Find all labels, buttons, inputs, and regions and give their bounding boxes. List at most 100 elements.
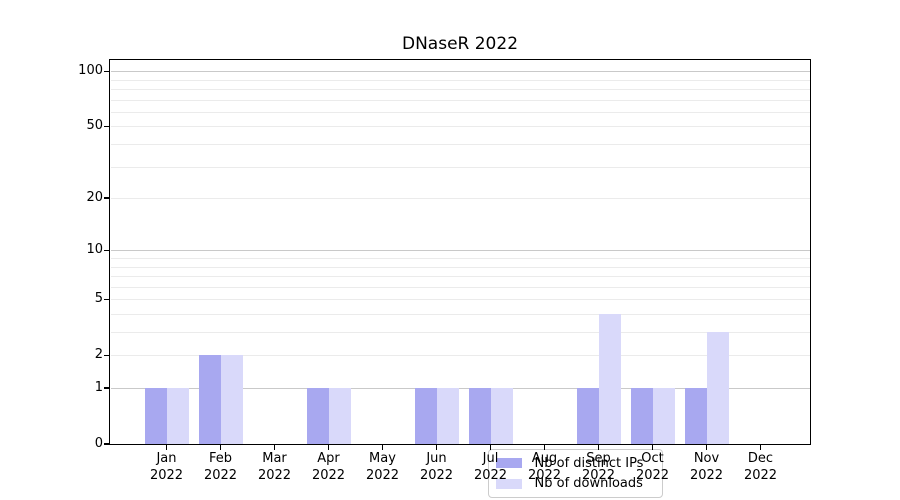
y-tick-mark bbox=[104, 70, 110, 72]
x-tick-label: Jul 2022 bbox=[459, 451, 523, 484]
x-tick-mark bbox=[543, 445, 546, 451]
x-tick-label-line: Mar bbox=[262, 451, 287, 466]
x-tick-label-line: Dec bbox=[747, 451, 774, 466]
x-tick-label-line: Nov bbox=[693, 451, 720, 466]
y-tick-label: 1 bbox=[94, 380, 103, 395]
x-tick-label: Jun 2022 bbox=[405, 451, 469, 484]
x-tick-label: Mar 2022 bbox=[243, 451, 307, 484]
bar-downloads bbox=[598, 313, 621, 444]
bar-distinct-ips bbox=[414, 388, 437, 444]
x-tick-label-line: 2022 bbox=[257, 467, 292, 483]
x-tick-label-line: 2022 bbox=[365, 467, 400, 483]
x-tick-label: Jan 2022 bbox=[135, 451, 199, 484]
bar-distinct-ips bbox=[468, 388, 491, 444]
x-tick-mark bbox=[381, 445, 384, 451]
y-tick-label: 5 bbox=[94, 291, 103, 307]
x-tick-label-line: 2022 bbox=[743, 467, 778, 483]
gridline-minor bbox=[110, 313, 810, 315]
bar-distinct-ips bbox=[576, 388, 599, 444]
x-tick-mark bbox=[759, 445, 762, 451]
bar-downloads bbox=[328, 388, 351, 444]
bar-downloads bbox=[490, 388, 513, 444]
gridline-minor bbox=[110, 89, 810, 90]
x-tick-label-line: Jun bbox=[426, 451, 447, 466]
x-tick-label-line: Jan bbox=[156, 451, 177, 466]
spine-top bbox=[109, 58, 812, 60]
x-tick-label-line: Feb bbox=[208, 451, 233, 466]
x-tick-label: Sep 2022 bbox=[567, 451, 631, 484]
gridline-minor bbox=[110, 144, 810, 145]
x-tick-label-line: 2022 bbox=[311, 467, 346, 483]
x-tick-label-line: 2022 bbox=[419, 467, 454, 483]
y-tick-label: 50 bbox=[86, 118, 103, 134]
x-tick-mark bbox=[705, 445, 708, 451]
bar-downloads bbox=[706, 332, 729, 444]
chart-title: DNaseR 2022 bbox=[401, 34, 519, 54]
x-tick-label-line: Jul bbox=[482, 451, 499, 466]
x-tick-label-line: Apr bbox=[317, 451, 340, 466]
x-tick-label: May 2022 bbox=[351, 451, 415, 484]
x-tick-mark bbox=[273, 445, 276, 451]
gridline-minor bbox=[110, 257, 810, 259]
bar-distinct-ips bbox=[684, 388, 707, 444]
bar-distinct-ips bbox=[630, 388, 653, 444]
legend-swatch-downloads bbox=[495, 478, 522, 489]
gridline-minor bbox=[110, 79, 810, 81]
x-tick-label-line: 2022 bbox=[149, 467, 184, 483]
gridline-minor bbox=[110, 126, 810, 128]
gridline-minor bbox=[110, 99, 810, 101]
bar-downloads bbox=[166, 388, 189, 444]
gridline-minor bbox=[110, 266, 810, 268]
legend-label-distinct-ips: Nb of distinct IPs bbox=[534, 455, 644, 471]
y-tick-mark bbox=[104, 387, 110, 389]
bar-distinct-ips bbox=[198, 355, 221, 444]
bar-downloads bbox=[436, 388, 459, 444]
x-tick-label: Oct 2022 bbox=[621, 451, 685, 484]
y-tick-mark bbox=[104, 354, 110, 356]
x-tick-label-line: 2022 bbox=[203, 467, 238, 483]
y-tick-label: 20 bbox=[86, 190, 103, 206]
y-tick-mark bbox=[104, 298, 110, 300]
plot-area: Nb of distinct IPs Nb of downloads bbox=[110, 60, 810, 498]
y-tick-mark bbox=[104, 249, 110, 251]
bar-distinct-ips bbox=[306, 388, 329, 444]
spine-left bbox=[109, 60, 111, 446]
x-tick-mark bbox=[597, 445, 600, 451]
x-tick-mark bbox=[165, 445, 168, 451]
gridline-major bbox=[110, 388, 810, 389]
x-tick-mark bbox=[489, 445, 492, 451]
gridline-minor bbox=[110, 355, 810, 357]
x-tick-label: Aug 2022 bbox=[513, 451, 577, 484]
x-tick-label-line: Sep bbox=[586, 451, 611, 466]
y-tick-label: 100 bbox=[78, 63, 103, 79]
x-tick-label-line: 2022 bbox=[635, 467, 670, 483]
x-tick-label: Feb 2022 bbox=[189, 451, 253, 484]
legend: Nb of distinct IPs Nb of downloads bbox=[487, 449, 663, 498]
gridline-major bbox=[110, 250, 810, 252]
legend-item-distinct-ips: Nb of distinct IPs bbox=[495, 455, 662, 471]
x-tick-label-line: Aug bbox=[531, 451, 558, 466]
x-tick-mark bbox=[435, 445, 438, 451]
x-tick-label-line: 2022 bbox=[473, 467, 508, 483]
gridline-minor bbox=[110, 166, 810, 168]
spine-right bbox=[810, 60, 812, 446]
gridline-minor bbox=[110, 286, 810, 288]
bar-distinct-ips bbox=[144, 388, 167, 444]
y-tick-mark bbox=[104, 443, 110, 445]
gridline-minor bbox=[110, 276, 810, 278]
bar-downloads bbox=[652, 388, 675, 444]
gridline-major bbox=[110, 71, 810, 73]
legend-swatch-distinct-ips bbox=[495, 458, 522, 469]
gridline-minor bbox=[110, 299, 810, 301]
y-tick-mark bbox=[104, 125, 110, 128]
legend-label-downloads: Nb of downloads bbox=[534, 476, 643, 492]
y-tick-label: 0 bbox=[94, 436, 103, 451]
y-tick-label: 2 bbox=[94, 347, 103, 363]
x-tick-label: Apr 2022 bbox=[297, 451, 361, 484]
x-tick-label-line: May bbox=[369, 451, 396, 466]
bar-downloads bbox=[220, 355, 243, 444]
x-tick-mark bbox=[651, 445, 654, 451]
gridline-minor bbox=[110, 332, 810, 333]
y-tick-mark bbox=[104, 197, 110, 199]
